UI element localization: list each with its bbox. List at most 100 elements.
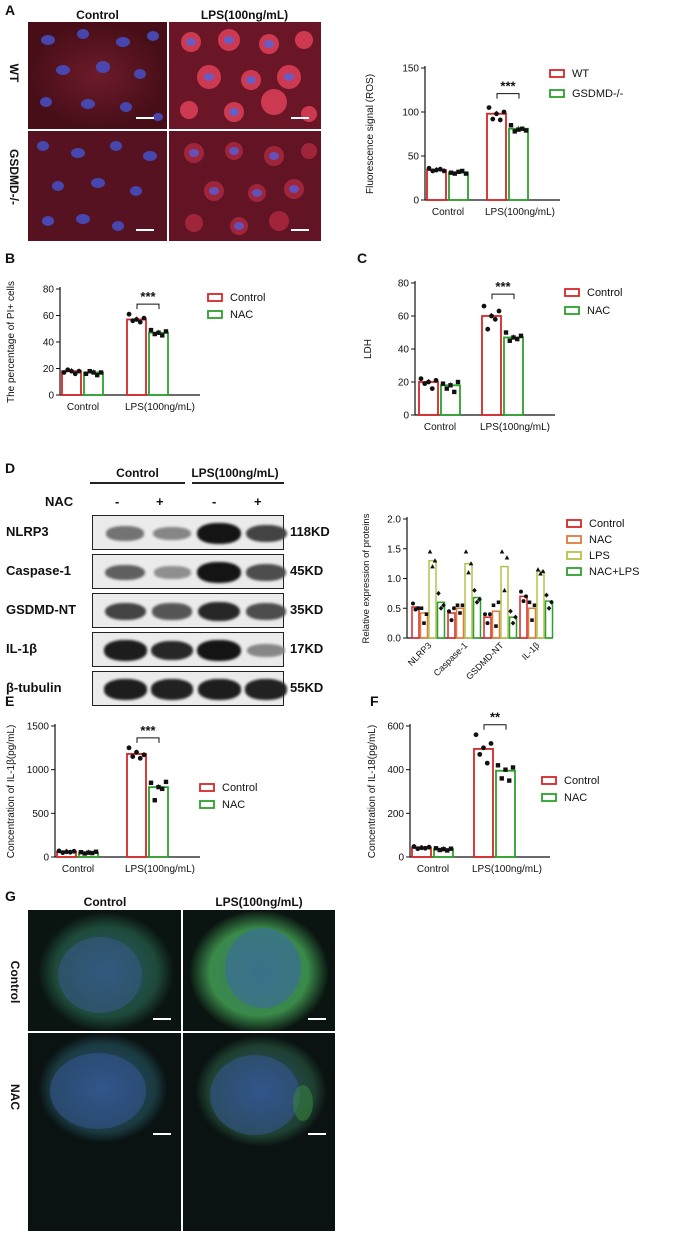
blot-band — [245, 563, 287, 582]
data-point — [95, 372, 100, 378]
g-micrograph-nac-control — [28, 1033, 181, 1231]
data-point — [488, 741, 494, 746]
y-tick-label: 60 — [398, 312, 410, 323]
legend-label: Control — [222, 782, 257, 794]
data-point — [512, 129, 517, 134]
data-point — [511, 335, 516, 340]
blot-band — [244, 679, 288, 700]
data-point — [83, 371, 89, 376]
legend-label: Control — [589, 518, 624, 530]
bar — [527, 607, 537, 639]
data-point — [448, 170, 454, 175]
data-point — [483, 612, 487, 617]
scale-bar — [291, 229, 309, 231]
legend-label: GSDMD-/- — [572, 88, 624, 100]
data-point — [69, 368, 74, 374]
data-point — [507, 778, 512, 783]
bar — [491, 610, 501, 639]
legend-swatch — [566, 551, 582, 560]
data-point — [434, 167, 439, 173]
y-axis-label: Fluorescence signal (ROS) — [365, 74, 376, 194]
data-point — [429, 386, 435, 391]
y-axis-label: LDH — [363, 339, 374, 359]
x-tick-label: Control — [432, 207, 464, 218]
data-point — [67, 849, 73, 855]
data-point — [507, 338, 512, 343]
legend-swatch — [566, 535, 582, 544]
y-tick-label: 1.0 — [387, 574, 401, 585]
y-tick-label: 50 — [408, 152, 420, 163]
blot-protein-label: GSDMD-NT — [6, 602, 77, 617]
data-point — [61, 370, 67, 375]
data-point — [546, 605, 552, 611]
blot-band — [197, 561, 241, 584]
blot-band — [197, 601, 241, 622]
bar — [126, 753, 147, 858]
blot-band — [103, 679, 147, 700]
y-tick-label: 80 — [43, 285, 55, 296]
data-point — [433, 846, 439, 851]
blot-band — [150, 640, 194, 661]
data-point — [452, 606, 456, 611]
g-row-label-control: Control — [8, 960, 22, 1004]
data-point — [460, 168, 465, 174]
g-micrograph-control-control — [28, 910, 181, 1031]
data-point — [56, 848, 62, 854]
data-point — [508, 123, 514, 128]
blot-strip — [92, 632, 285, 667]
data-point — [72, 371, 78, 377]
scale-bar — [153, 1018, 171, 1020]
blot-protein-label: NLRP3 — [6, 524, 49, 539]
legend-label: NAC — [230, 309, 253, 321]
data-point — [485, 326, 491, 332]
micrograph-wt-control — [28, 22, 167, 129]
data-point — [523, 128, 529, 133]
data-point — [496, 308, 502, 314]
data-point — [87, 368, 92, 374]
legend-swatch — [566, 567, 582, 576]
chart-f-il18: 0 200 400 600 Concentration of IL-18(pg/mL) C… — [367, 712, 599, 875]
y-tick-label: 0.0 — [387, 634, 401, 645]
data-point — [78, 849, 84, 855]
data-point — [481, 745, 486, 751]
significance-bracket — [136, 737, 160, 743]
legend-swatch — [564, 288, 580, 297]
data-point — [134, 749, 139, 755]
blot-band — [105, 526, 145, 541]
data-point — [415, 846, 421, 852]
data-point — [489, 313, 494, 319]
bar — [448, 171, 469, 201]
bar — [61, 370, 82, 396]
data-point — [452, 389, 457, 395]
legend-label: LPS — [589, 550, 610, 562]
blot-strip — [92, 515, 287, 550]
chart-c-ldh: 0 20 40 60 80 LDH Control LPS(100ng/mL) *** Contr… — [363, 279, 622, 434]
nac-sign-1: - — [115, 494, 120, 509]
x-tick-label: LPS(100ng/mL) — [125, 402, 195, 413]
y-tick-label: 60 — [43, 311, 55, 322]
panel-letter-d: D — [5, 460, 16, 476]
x-tick-label: Control — [424, 422, 456, 433]
data-point — [491, 603, 496, 608]
panel-letter-e: E — [5, 693, 15, 709]
y-tick-label: 0 — [43, 853, 49, 864]
data-point — [148, 327, 154, 333]
data-point — [468, 561, 474, 566]
col-header-control: Control — [76, 8, 119, 22]
bar — [148, 786, 169, 858]
y-tick-label: 20 — [398, 378, 410, 389]
data-point — [141, 752, 147, 758]
x-tick-label: LPS(100ng/mL) — [472, 864, 542, 875]
significance-bracket — [491, 293, 515, 300]
data-point — [130, 754, 136, 759]
data-point — [411, 844, 417, 849]
panel-letter-a: A — [5, 2, 16, 18]
data-point — [411, 601, 415, 606]
data-point — [538, 571, 543, 576]
legend-label: NAC+LPS — [589, 566, 639, 578]
data-point — [466, 570, 471, 575]
data-point — [444, 386, 449, 391]
data-point — [427, 549, 433, 554]
data-point — [494, 111, 499, 117]
significance-label: *** — [495, 279, 511, 294]
